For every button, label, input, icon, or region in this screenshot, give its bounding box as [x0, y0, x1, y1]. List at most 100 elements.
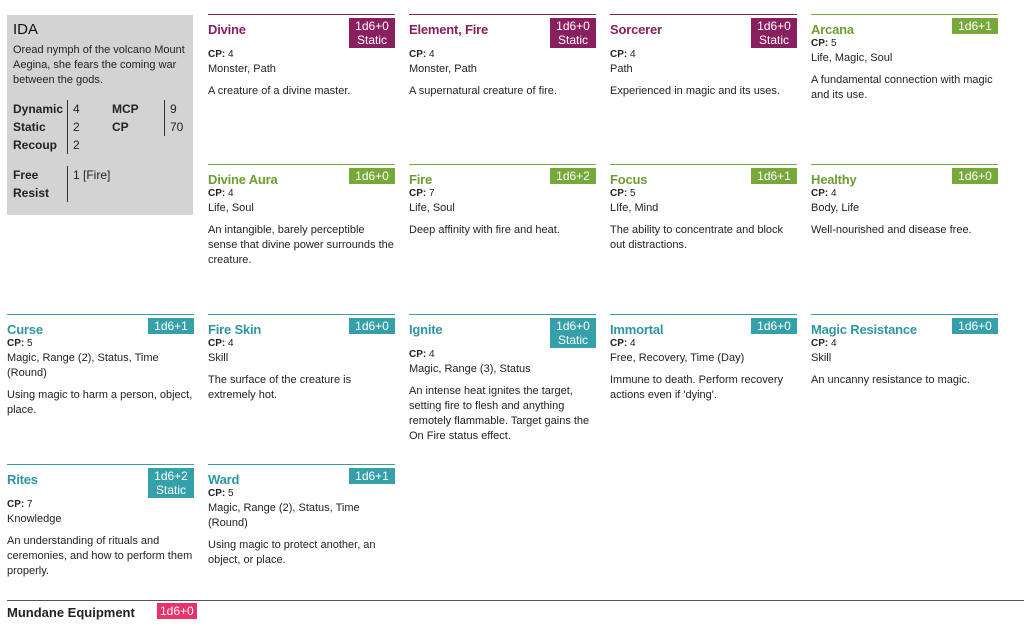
card-title: Rites [7, 472, 38, 487]
dice-value: 1d6+0 [757, 319, 791, 333]
dynamic-value: 4 [73, 102, 80, 116]
card-text: A supernatural creature of fire. [409, 85, 557, 97]
card-cp: CP: 4 [811, 188, 837, 199]
card-text: Using magic to protect another, an objec… [208, 539, 376, 566]
cp-value: 70 [170, 120, 184, 134]
card-text: Well-nourished and disease free. [811, 224, 972, 236]
ability-card: Arcana 1d6+1 CP: 5 Life, Magic, Soul A f… [811, 14, 998, 103]
card-text: An intangible, barely perceptible sense … [208, 224, 394, 266]
cp-label: CP [112, 120, 129, 134]
card-cp: CP: 7 [7, 499, 33, 510]
dice-badge: 1d6+0 Static [751, 18, 797, 48]
section-title: Mundane Equipment [7, 605, 135, 620]
dice-value: 1d6+1 [958, 19, 992, 33]
ability-card: Rites 1d6+2 Static CP: 7 Knowledge An und… [7, 464, 194, 579]
card-cp: CP: 4 [208, 49, 234, 60]
card-cp: CP: 4 [208, 338, 234, 349]
card-tags: Path [610, 63, 633, 75]
card-title: Magic Resistance [811, 322, 917, 337]
dice-badge: 1d6+1 [751, 168, 797, 184]
card-cp: CP: 4 [409, 49, 435, 60]
card-tags: Knowledge [7, 513, 62, 525]
card-text: Deep affinity with fire and heat. [409, 224, 560, 236]
section-divider [7, 600, 1024, 601]
card-rule [7, 464, 194, 465]
card-title: Ignite [409, 322, 443, 337]
card-title: Immortal [610, 322, 664, 337]
card-rule [811, 164, 998, 165]
free-resist-label: Resist [13, 186, 50, 200]
dice-badge: 1d6+2 Static [148, 468, 194, 498]
card-tags: Skill [811, 352, 832, 364]
card-text: An uncanny resistance to magic. [811, 374, 970, 386]
static-value: 2 [73, 120, 80, 134]
dice-badge: 1d6+2 [550, 168, 596, 184]
creature-name: IDA [13, 21, 39, 38]
card-text: Immune to death. Perform recovery action… [610, 374, 784, 401]
static-label: Static [13, 120, 46, 134]
card-tags: Magic, Range (3), Status [409, 363, 531, 375]
card-cp: CP: 7 [409, 188, 435, 199]
creature-description: Oread nymph of the volcano Mount Aegina,… [13, 44, 185, 86]
card-cp: CP: 4 [811, 338, 837, 349]
card-title: Divine Aura [208, 172, 278, 187]
card-tags: Life, Magic, Soul [811, 52, 893, 64]
dice-mode: Static [758, 33, 789, 47]
card-tags: Monster, Path [208, 63, 276, 75]
card-tags: Free, Recovery, Time (Day) [610, 352, 745, 364]
dice-value: 1d6+0 [556, 319, 590, 333]
ability-card: Immortal 1d6+0 CP: 4 Free, Recovery, Tim… [610, 314, 797, 403]
dice-value: 1d6+0 [355, 19, 389, 33]
card-text: A creature of a divine master. [208, 85, 351, 97]
ability-card: Element, Fire 1d6+0 Static CP: 4 Monster,… [409, 14, 596, 99]
card-title: Healthy [811, 172, 857, 187]
dice-mode: Static [557, 333, 588, 347]
dice-mode: Static [155, 483, 186, 497]
ability-card: Healthy 1d6+0 CP: 4 Body, Life Well-nour… [811, 164, 998, 238]
card-tags: Skill [208, 352, 229, 364]
card-title: Focus [610, 172, 648, 187]
dice-badge: 1d6+0 Static [550, 318, 596, 348]
dice-badge: 1d6+0 [157, 603, 197, 619]
card-rule [811, 14, 998, 15]
card-text: An understanding of rituals and ceremoni… [7, 535, 193, 577]
card-cp: CP: 5 [811, 38, 837, 49]
dice-badge: 1d6+1 [952, 18, 998, 34]
dice-value: 1d6+0 [556, 19, 590, 33]
dice-mode: Static [557, 33, 588, 47]
dice-value: 1d6+1 [355, 469, 389, 483]
resist-divider [67, 166, 68, 202]
ability-card: Ward 1d6+1 CP: 5 Magic, Range (2), Statu… [208, 464, 395, 568]
card-tags: Magic, Range (2), Status, Time (Round) [7, 352, 159, 379]
card-cp: CP: 5 [208, 488, 234, 499]
card-text: An intense heat ignites the target, sett… [409, 385, 590, 442]
dice-value: 1d6+0 [958, 319, 992, 333]
card-rule [610, 314, 797, 315]
card-tags: Monster, Path [409, 63, 477, 75]
card-rule [409, 314, 596, 315]
card-tags: LIfe, Mind [610, 202, 659, 214]
card-text: Experienced in magic and its uses. [610, 85, 780, 97]
card-rule [409, 164, 596, 165]
dice-badge: 1d6+0 Static [550, 18, 596, 48]
dice-value: 1d6+2 [154, 469, 188, 483]
ability-card: Magic Resistance 1d6+0 CP: 4 Skill An un… [811, 314, 998, 388]
card-cp: CP: 4 [610, 49, 636, 60]
dice-badge: 1d6+0 [952, 318, 998, 334]
dice-badge: 1d6+0 [349, 168, 395, 184]
card-rule [811, 314, 998, 315]
dice-badge: 1d6+0 [952, 168, 998, 184]
stats-divider [67, 100, 68, 154]
ability-card: Fire 1d6+2 CP: 7 Life, Soul Deep affinit… [409, 164, 596, 238]
stats-grid: Dynamic Static Recoup 4 2 2 MCP CP 9 70 [13, 100, 187, 154]
dice-value: 1d6+1 [757, 169, 791, 183]
card-cp: CP: 5 [610, 188, 636, 199]
card-rule [409, 14, 596, 15]
card-cp: CP: 4 [409, 349, 435, 360]
free-resist: Free Resist 1 [Fire] [13, 166, 187, 202]
card-rule [208, 464, 395, 465]
dice-badge: 1d6+1 [349, 468, 395, 484]
dice-value: 1d6+1 [154, 319, 188, 333]
card-tags: Life, Soul [208, 202, 254, 214]
dice-value: 1d6+0 [355, 169, 389, 183]
